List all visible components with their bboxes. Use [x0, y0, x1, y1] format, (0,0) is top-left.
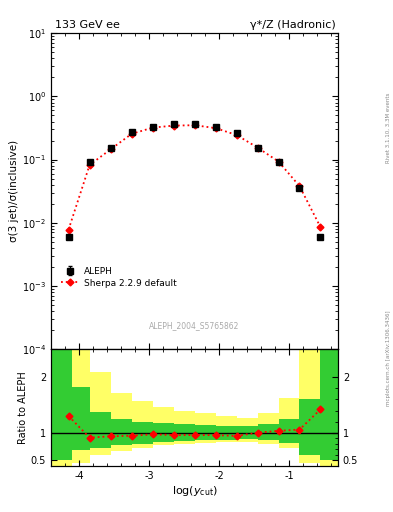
Line: Sherpa 2.2.9 default: Sherpa 2.2.9 default — [66, 123, 323, 232]
Text: mcplots.cern.ch [arXiv:1306.3436]: mcplots.cern.ch [arXiv:1306.3436] — [386, 311, 391, 406]
Sherpa 2.2.9 default — [129, 131, 134, 137]
Sherpa 2.2.9 default — [234, 132, 239, 138]
Bar — [51, 349, 72, 472]
Bar — [299, 399, 320, 455]
Bar — [215, 416, 237, 442]
Bar — [72, 387, 90, 451]
Bar — [132, 421, 152, 444]
Sherpa 2.2.9 default — [108, 146, 113, 153]
Y-axis label: σ(3 jet)/σ(inclusive): σ(3 jet)/σ(inclusive) — [9, 140, 19, 242]
Bar — [237, 418, 257, 442]
Bar — [90, 412, 110, 448]
Bar — [132, 401, 152, 447]
Sherpa 2.2.9 default — [213, 125, 218, 131]
Bar — [299, 349, 320, 463]
Bar — [257, 413, 279, 444]
Y-axis label: Ratio to ALEPH: Ratio to ALEPH — [18, 371, 28, 444]
Legend: ALEPH, Sherpa 2.2.9 default: ALEPH, Sherpa 2.2.9 default — [61, 267, 177, 288]
Bar — [152, 407, 174, 445]
Bar — [320, 349, 338, 472]
Text: ALEPH_2004_S5765862: ALEPH_2004_S5765862 — [149, 321, 240, 330]
Bar — [110, 393, 132, 451]
Text: 133 GeV ee: 133 GeV ee — [55, 20, 120, 31]
Bar — [257, 424, 279, 440]
Sherpa 2.2.9 default — [171, 122, 176, 129]
Bar — [174, 411, 195, 444]
Sherpa 2.2.9 default — [150, 124, 155, 131]
Bar — [195, 425, 215, 440]
Sherpa 2.2.9 default — [318, 224, 323, 230]
Sherpa 2.2.9 default — [297, 183, 302, 189]
Bar — [195, 413, 215, 443]
Bar — [215, 426, 237, 440]
X-axis label: $\log(y_{\rm cut})$: $\log(y_{\rm cut})$ — [172, 483, 217, 498]
Bar — [279, 419, 299, 443]
Bar — [72, 349, 90, 463]
Text: Rivet 3.1.10, 3.3M events: Rivet 3.1.10, 3.3M events — [386, 93, 391, 163]
Bar — [51, 349, 72, 460]
Bar — [279, 398, 299, 448]
Sherpa 2.2.9 default — [66, 226, 71, 232]
Bar — [90, 372, 110, 455]
Sherpa 2.2.9 default — [87, 162, 92, 168]
Text: γ*/Z (Hadronic): γ*/Z (Hadronic) — [250, 20, 336, 31]
Sherpa 2.2.9 default — [192, 122, 197, 129]
Sherpa 2.2.9 default — [255, 144, 260, 151]
Bar — [237, 426, 257, 439]
Sherpa 2.2.9 default — [276, 159, 281, 165]
Bar — [110, 419, 132, 445]
Bar — [174, 424, 195, 441]
Bar — [320, 349, 338, 460]
Bar — [152, 423, 174, 442]
